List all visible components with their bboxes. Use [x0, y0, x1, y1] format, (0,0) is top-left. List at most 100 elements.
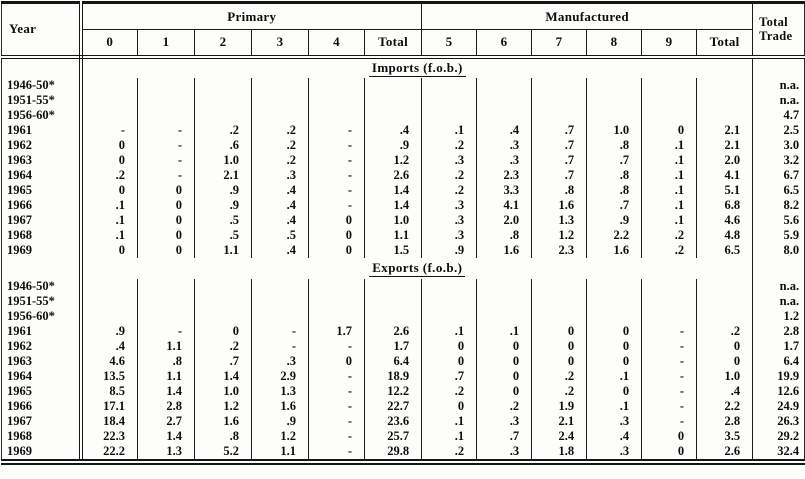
total-trade-cell: 6.4: [752, 353, 805, 369]
value-cell: 2.1: [696, 137, 753, 153]
value-cell: 12.2: [363, 383, 422, 399]
column-header-5: 5: [421, 29, 477, 59]
year-cell: 1951-55*: [1, 293, 83, 309]
value-cell: 0: [476, 353, 532, 369]
total-trade-line2: Trade: [759, 29, 793, 44]
table-row: 1964 13.5 1.1 1.4 2.9-18.9.7 0.2.1-1.0 19.9: [1, 368, 805, 384]
total-trade-cell: 26.3: [752, 413, 805, 429]
year-cell: 1968: [1, 428, 83, 444]
column-header-2: 2: [194, 29, 252, 59]
value-cell: 4.1: [476, 197, 532, 213]
value-cell: -: [137, 323, 195, 339]
value-cell: .7: [586, 197, 642, 213]
value-cell: .3: [251, 167, 309, 183]
total-trade-cell: n.a.: [752, 77, 805, 93]
value-cell: 1.8: [531, 443, 587, 462]
value-cell: [137, 77, 195, 93]
value-cell: .2: [194, 122, 252, 138]
value-cell: -: [308, 137, 365, 153]
value-cell: 1.9: [531, 398, 587, 414]
total-trade-cell: 32.4: [752, 443, 805, 462]
value-cell: 2.0: [696, 152, 753, 168]
value-cell: .9: [251, 413, 309, 429]
value-cell: .2: [531, 368, 587, 384]
value-cell: [194, 77, 252, 93]
value-cell: .7: [531, 152, 587, 168]
value-cell: .7: [586, 152, 642, 168]
value-cell: [421, 92, 477, 108]
primary-group-header: Primary: [80, 2, 422, 30]
value-cell: .1: [476, 323, 532, 339]
value-cell: .1: [641, 167, 697, 183]
value-cell: .3: [251, 353, 309, 369]
value-cell: [641, 293, 697, 309]
value-cell: 1.0: [194, 383, 252, 399]
value-cell: .3: [476, 443, 532, 462]
value-cell: [363, 107, 422, 123]
value-cell: [531, 293, 587, 309]
value-cell: .9: [80, 323, 138, 339]
year-cell: 1968: [1, 227, 83, 243]
value-cell: -: [137, 137, 195, 153]
value-cell: .4: [696, 383, 753, 399]
value-cell: -: [308, 338, 365, 354]
value-cell: .3: [421, 212, 477, 228]
total-trade-cell: 4.7: [752, 107, 805, 123]
value-cell: [363, 77, 422, 93]
value-cell: 1.6: [476, 242, 532, 258]
table-row: 1964.2-2.1.3-2.6.2 2.3.7.8.1 4.1 6.7: [1, 167, 805, 183]
value-cell: 3.5: [696, 428, 753, 444]
value-cell: -: [641, 383, 697, 399]
value-cell: [363, 293, 422, 309]
section-title: Imports (f.o.b.): [368, 60, 466, 77]
value-cell: .3: [586, 413, 642, 429]
year-cell: 1946-50*: [1, 77, 83, 93]
value-cell: .7: [194, 353, 252, 369]
value-cell: 1.0: [586, 122, 642, 138]
value-cell: [531, 278, 587, 294]
value-cell: [586, 308, 642, 324]
value-cell: 0: [308, 242, 365, 258]
value-cell: 6.5: [696, 242, 753, 258]
table-row: 1962.4 1.1.2- -1.7 0 0 0 0-0 1.7: [1, 338, 805, 354]
value-cell: 1.4: [137, 383, 195, 399]
value-cell: [586, 107, 642, 123]
value-cell: .8: [586, 182, 642, 198]
value-cell: [696, 278, 753, 294]
value-cell: .2: [696, 323, 753, 339]
column-header-0: 0: [80, 29, 138, 59]
value-cell: -: [137, 122, 195, 138]
trade-table: Year Primary Manufactured Total Trade 0 …: [1, 1, 805, 465]
value-cell: 22.3: [80, 428, 138, 444]
value-cell: [586, 92, 642, 108]
value-cell: 5.1: [696, 182, 753, 198]
table-row: 1968.1 0.5.5 0 1.1.3.8 1.2 2.2.2 4.8 5.9: [1, 227, 805, 243]
year-spacer: [1, 56, 83, 78]
value-cell: 1.1: [137, 338, 195, 354]
value-cell: 1.6: [251, 398, 309, 414]
value-cell: 0: [80, 182, 138, 198]
value-cell: .1: [641, 137, 697, 153]
value-cell: 18.4: [80, 413, 138, 429]
value-cell: [641, 92, 697, 108]
value-cell: .4: [251, 197, 309, 213]
value-cell: 0: [137, 212, 195, 228]
value-cell: 1.2: [363, 152, 422, 168]
value-cell: .5: [194, 227, 252, 243]
column-header-6: 6: [476, 29, 532, 59]
value-cell: .6: [194, 137, 252, 153]
column-header-manufactured-total: Total: [696, 29, 753, 59]
value-cell: .4: [586, 428, 642, 444]
value-cell: [421, 308, 477, 324]
table-row: 1967 18.4 2.7 1.6.9-23.6.1.3 2.1.3-2.8 26.3: [1, 413, 805, 429]
value-cell: [80, 92, 138, 108]
value-cell: -: [308, 368, 365, 384]
total-trade-cell: 6.7: [752, 167, 805, 183]
value-cell: 3.3: [476, 182, 532, 198]
value-cell: -: [308, 443, 365, 462]
column-header-7: 7: [531, 29, 587, 59]
value-cell: -: [308, 122, 365, 138]
value-cell: .2: [476, 398, 532, 414]
value-cell: [194, 278, 252, 294]
total-trade-cell: 1.2: [752, 308, 805, 324]
